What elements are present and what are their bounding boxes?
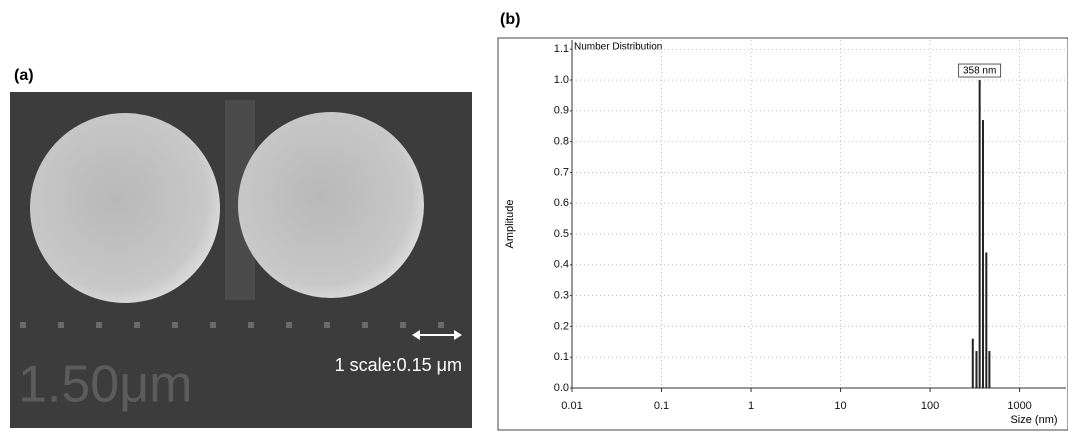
x-tick-label: 0.1: [654, 400, 669, 412]
bar: [975, 351, 978, 388]
x-tick-label: 100: [921, 400, 939, 412]
annotation: 358 nm: [963, 66, 996, 77]
panel-label: (b): [500, 11, 520, 28]
y-tick-label: 0.8: [554, 136, 569, 148]
y-tick-label: 0.4: [554, 259, 569, 271]
x-axis-label: Size (nm): [1010, 414, 1057, 426]
y-tick-label: 0.6: [554, 197, 569, 209]
y-tick-label: 0.5: [554, 228, 569, 240]
image-overlay-text: 1.50μm: [18, 356, 192, 414]
y-tick-label: 0.7: [554, 166, 569, 178]
x-tick-label: 1: [748, 400, 754, 412]
y-tick-label: 1.1: [554, 43, 569, 55]
annotation-box: [958, 63, 1002, 78]
y-tick-label: 0.9: [554, 105, 569, 117]
chart-title: Number Distribution: [574, 42, 662, 53]
scale-dots: [20, 322, 444, 328]
bar: [988, 351, 991, 388]
scale-arrow: [412, 330, 462, 340]
scale-text: 1 scale:0.15 μm: [335, 355, 462, 375]
chart-frame: [497, 37, 1068, 431]
y-tick-label: 0.3: [554, 290, 569, 302]
bar: [985, 252, 988, 388]
particle: [238, 112, 424, 298]
y-axis-label: Amplitude: [504, 200, 516, 249]
y-tick-label: 0.1: [554, 351, 569, 363]
y-tick-label: 0.2: [554, 320, 569, 332]
y-tick-label: 0.0: [554, 382, 569, 394]
sem-image: 1.50μm 1 scale:0.15 μm: [10, 92, 472, 428]
bar: [971, 338, 974, 388]
bar: [981, 120, 984, 388]
panel-label: (a): [14, 67, 34, 84]
bar: [978, 80, 981, 388]
x-tick-label: 10: [834, 400, 846, 412]
x-tick-label: 0.01: [561, 400, 582, 412]
y-tick-label: 1.0: [554, 74, 569, 86]
particle: [30, 113, 220, 303]
x-tick-label: 1000: [1007, 400, 1031, 412]
